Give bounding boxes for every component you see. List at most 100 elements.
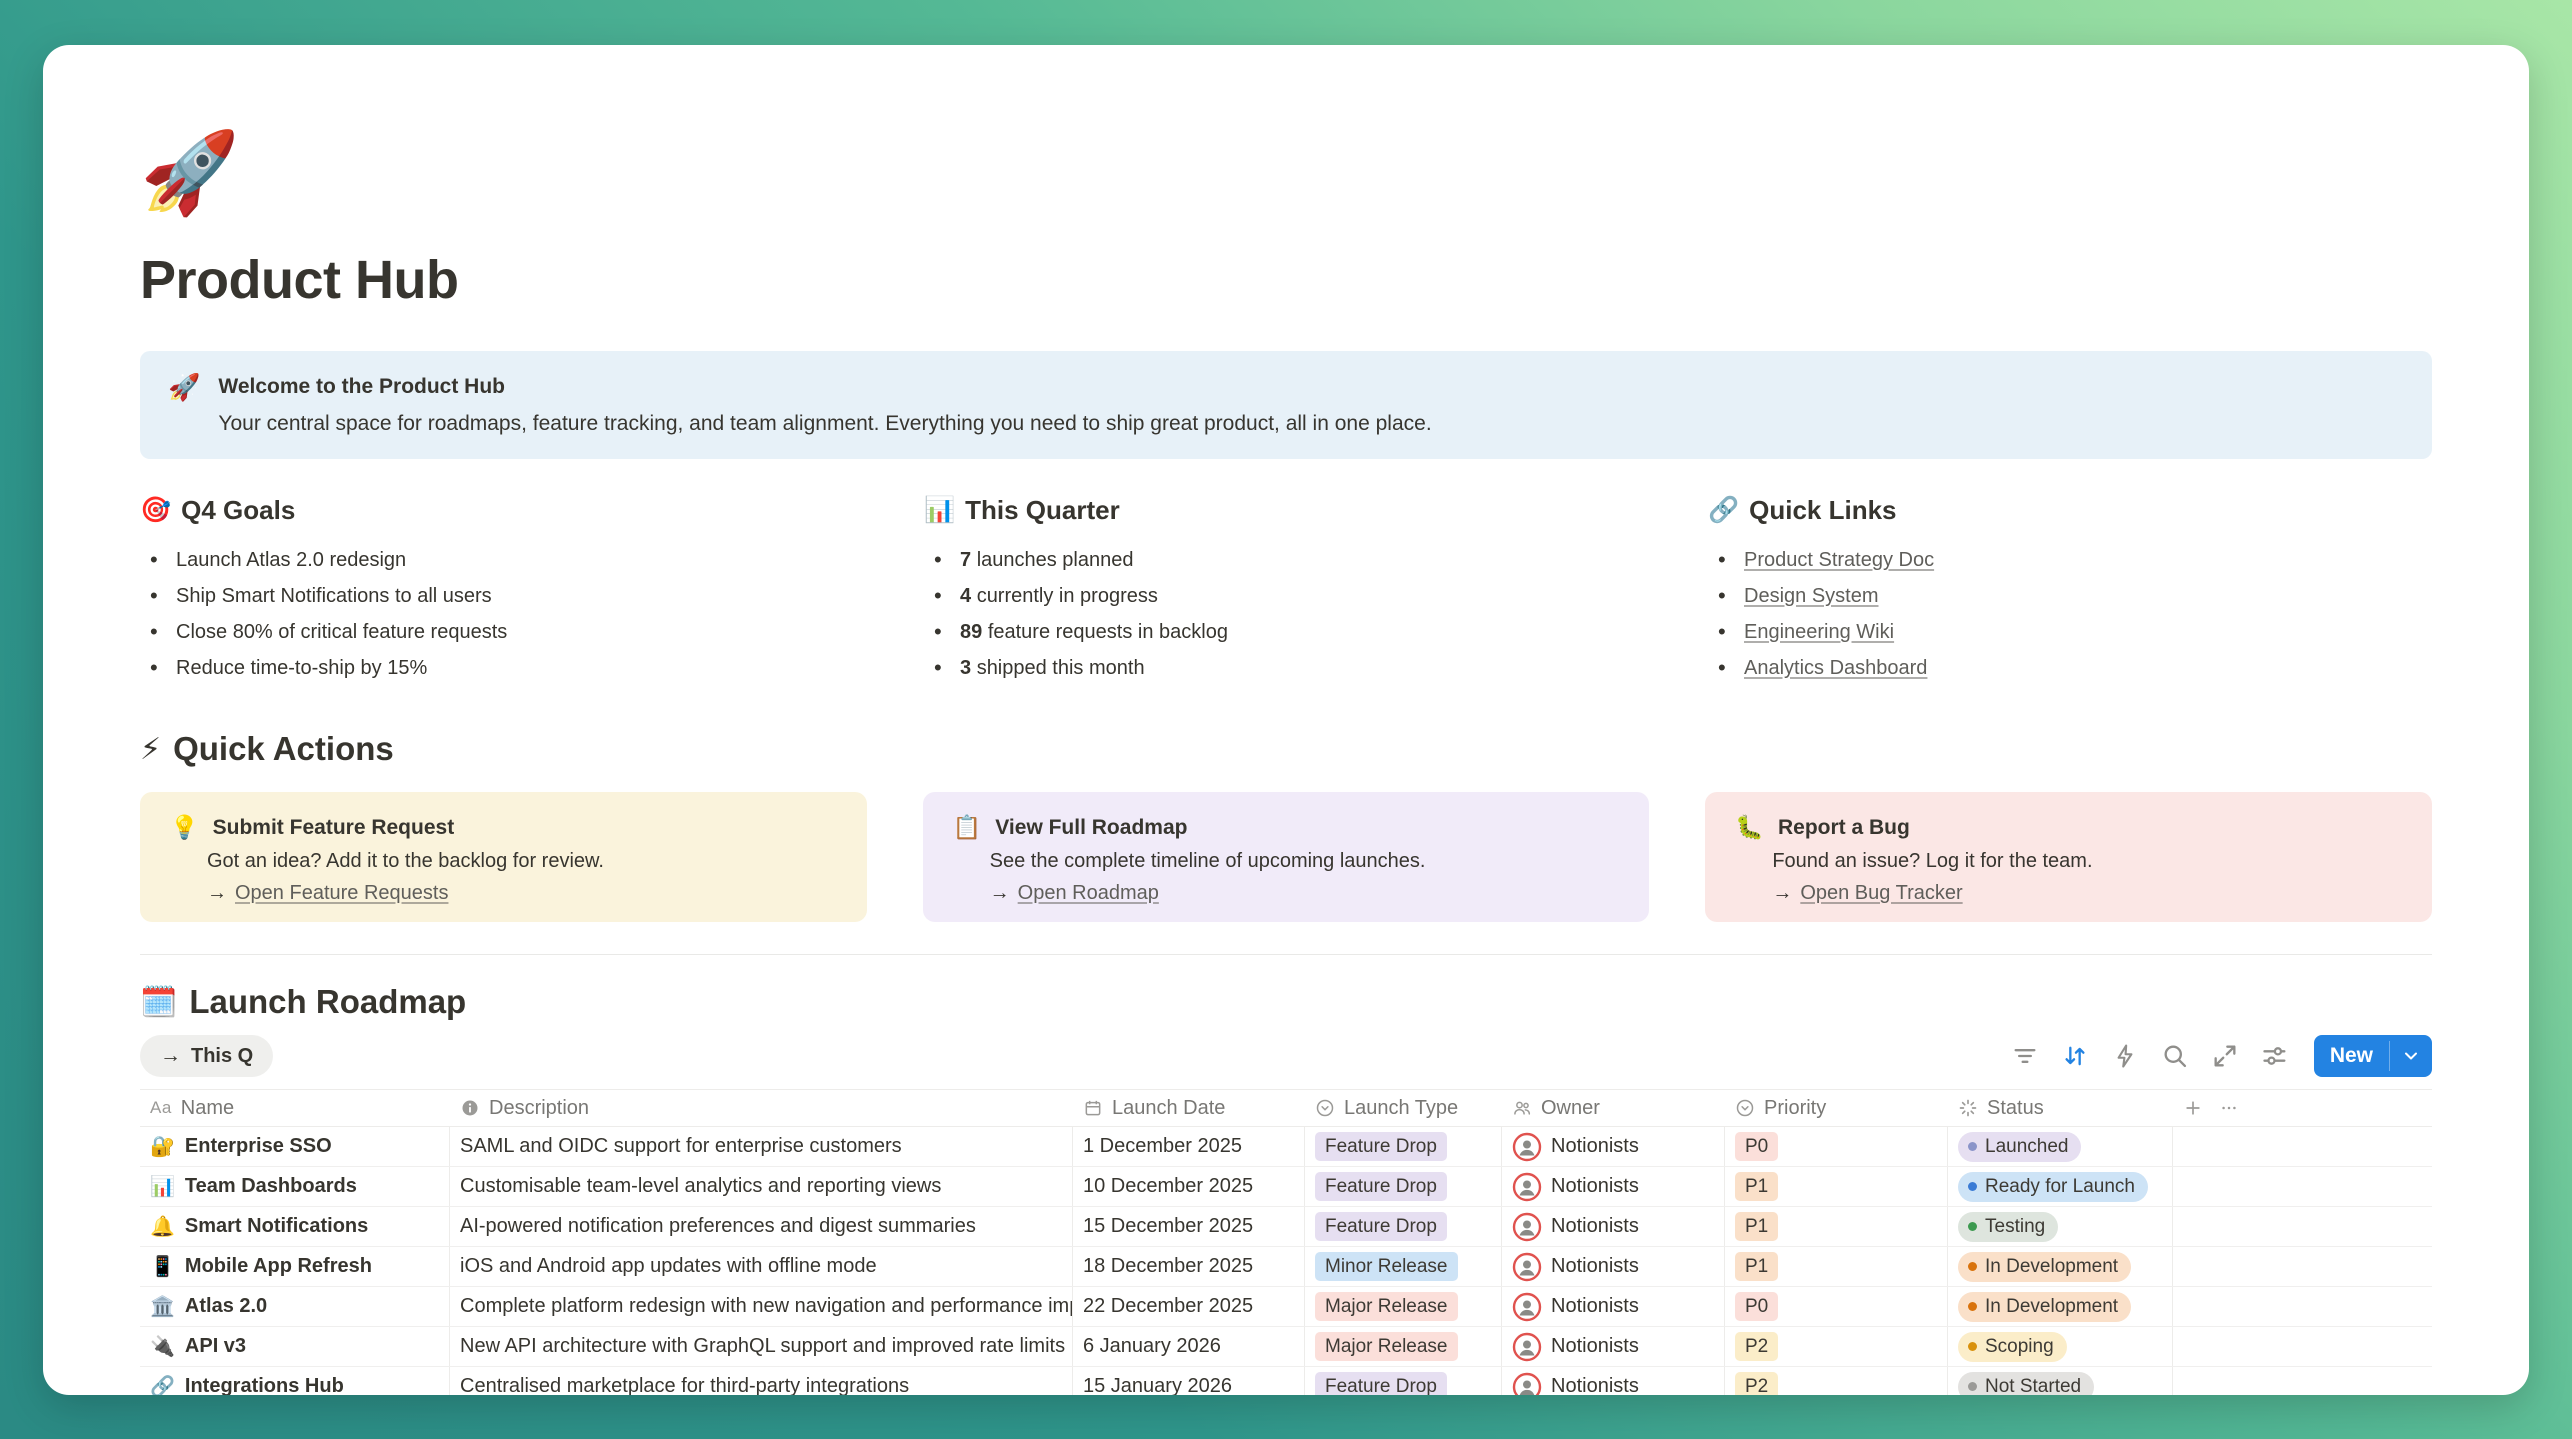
launch-type-cell[interactable]: Feature Drop: [1305, 1367, 1502, 1395]
status-badge: Testing: [1958, 1211, 2059, 1242]
column-header-launch-type[interactable]: Launch Type: [1305, 1090, 1502, 1126]
priority-cell[interactable]: P0: [1725, 1287, 1948, 1326]
search-icon[interactable]: [2160, 1041, 2190, 1071]
description-cell[interactable]: AI-powered notification preferences and …: [450, 1207, 1073, 1246]
bar-chart-icon: 📊: [924, 496, 956, 524]
launch-date-cell[interactable]: 1 December 2025: [1073, 1127, 1305, 1166]
description-cell[interactable]: Customisable team-level analytics and re…: [450, 1167, 1073, 1206]
chevron-down-icon[interactable]: [2390, 1035, 2432, 1077]
name-cell[interactable]: 🔗 Integrations Hub: [140, 1367, 450, 1395]
view-tab-this-q[interactable]: → This Q: [140, 1035, 274, 1077]
quick-link-design-system[interactable]: Design System: [1744, 585, 1879, 607]
launch-date-cell[interactable]: 10 December 2025: [1073, 1167, 1305, 1206]
name-cell[interactable]: 📱 Mobile App Refresh: [140, 1247, 450, 1286]
column-header-priority[interactable]: Priority: [1725, 1090, 1948, 1126]
launch-type-cell[interactable]: Feature Drop: [1305, 1167, 1502, 1206]
priority-cell[interactable]: P0: [1725, 1127, 1948, 1166]
table-row[interactable]: 📱 Mobile App Refresh iOS and Android app …: [140, 1247, 2432, 1287]
description-cell[interactable]: iOS and Android app updates with offline…: [450, 1247, 1073, 1286]
table-row[interactable]: 🔗 Integrations Hub Centralised marketplac…: [140, 1367, 2432, 1395]
name-cell[interactable]: 🔐 Enterprise SSO: [140, 1127, 450, 1166]
status-cell[interactable]: Testing: [1948, 1207, 2173, 1246]
launch-type-cell[interactable]: Feature Drop: [1305, 1127, 1502, 1166]
launch-type-cell[interactable]: Major Release: [1305, 1327, 1502, 1366]
priority-tag: P0: [1735, 1131, 1779, 1162]
open-bug-tracker-link[interactable]: Open Bug Tracker: [1800, 882, 1963, 904]
filter-icon[interactable]: [2010, 1041, 2040, 1071]
priority-cell[interactable]: P1: [1725, 1207, 1948, 1246]
status-icon: [1959, 1099, 1977, 1117]
name-cell[interactable]: 🏛️ Atlas 2.0: [140, 1287, 450, 1326]
status-cell[interactable]: Launched: [1948, 1127, 2173, 1166]
launch-date-cell[interactable]: 18 December 2025: [1073, 1247, 1305, 1286]
goal-item: Close 80% of critical feature requests: [140, 614, 864, 650]
owner-cell[interactable]: Notionists: [1502, 1207, 1725, 1246]
owner-cell[interactable]: Notionists: [1502, 1367, 1725, 1395]
owner-cell[interactable]: Notionists: [1502, 1327, 1725, 1366]
table-row[interactable]: 🔌 API v3 New API architecture with GraphQ…: [140, 1327, 2432, 1367]
dots-icon[interactable]: [2219, 1098, 2239, 1118]
launch-date-cell[interactable]: 22 December 2025: [1073, 1287, 1305, 1326]
quick-link-product-strategy[interactable]: Product Strategy Doc: [1744, 549, 1935, 571]
column-header-name[interactable]: Aa Name: [150, 1096, 235, 1119]
name-cell[interactable]: 📊 Team Dashboards: [140, 1167, 450, 1206]
description-cell[interactable]: SAML and OIDC support for enterprise cus…: [450, 1127, 1073, 1166]
status-cell[interactable]: Ready for Launch: [1948, 1167, 2173, 1206]
launch-type-tag: Feature Drop: [1315, 1171, 1447, 1202]
column-header-owner[interactable]: Owner: [1502, 1090, 1725, 1126]
column-header-launch-date[interactable]: Launch Date: [1073, 1090, 1305, 1126]
priority-cell[interactable]: P2: [1725, 1327, 1948, 1366]
quarter-stat: 4 currently in progress: [924, 578, 1648, 614]
sort-icon[interactable]: [2060, 1041, 2090, 1071]
launch-date-cell[interactable]: 15 January 2026: [1073, 1367, 1305, 1395]
goal-item: Reduce time-to-ship by 15%: [140, 650, 864, 686]
automations-icon[interactable]: [2110, 1041, 2140, 1071]
status-cell[interactable]: Scoping: [1948, 1327, 2173, 1366]
view-settings-icon[interactable]: [2260, 1041, 2290, 1071]
status-cell[interactable]: In Development: [1948, 1247, 2173, 1286]
status-cell[interactable]: In Development: [1948, 1287, 2173, 1326]
owner-cell[interactable]: Notionists: [1502, 1127, 1725, 1166]
column-header-description[interactable]: Description: [450, 1090, 1073, 1126]
launch-date-cell[interactable]: 15 December 2025: [1073, 1207, 1305, 1246]
priority-cell[interactable]: P1: [1725, 1247, 1948, 1286]
launch-type-cell[interactable]: Minor Release: [1305, 1247, 1502, 1286]
priority-cell[interactable]: P2: [1725, 1367, 1948, 1395]
name-cell[interactable]: 🔔 Smart Notifications: [140, 1207, 450, 1246]
launch-type-tag: Minor Release: [1315, 1251, 1458, 1282]
quick-link-analytics-dashboard[interactable]: Analytics Dashboard: [1744, 657, 1928, 679]
description-cell[interactable]: New API architecture with GraphQL suppor…: [450, 1327, 1073, 1366]
quick-links-section: 🔗 Quick Links Product Strategy Doc Desig…: [1708, 495, 2432, 686]
table-row[interactable]: 🔔 Smart Notifications AI-powered notifica…: [140, 1207, 2432, 1247]
launch-type-cell[interactable]: Feature Drop: [1305, 1207, 1502, 1246]
status-badge: Not Started: [1958, 1371, 2095, 1395]
plus-icon[interactable]: [2183, 1098, 2203, 1118]
table-row[interactable]: 🔐 Enterprise SSO SAML and OIDC support fo…: [140, 1127, 2432, 1167]
launch-type-cell[interactable]: Major Release: [1305, 1287, 1502, 1326]
page-emoji-icon[interactable]: 🚀: [140, 128, 240, 217]
launch-type-tag: Feature Drop: [1315, 1371, 1447, 1395]
new-button[interactable]: New: [2313, 1035, 2432, 1077]
launch-type-tag: Feature Drop: [1315, 1211, 1447, 1242]
owner-cell[interactable]: Notionists: [1502, 1167, 1725, 1206]
launch-date-cell[interactable]: 6 January 2026: [1073, 1327, 1305, 1366]
status-cell[interactable]: Not Started: [1948, 1367, 2173, 1395]
name-cell[interactable]: 🔌 API v3: [140, 1327, 450, 1366]
quick-link-engineering-wiki[interactable]: Engineering Wiki: [1744, 621, 1895, 643]
open-roadmap-link[interactable]: Open Roadmap: [1017, 882, 1159, 904]
priority-cell[interactable]: P1: [1725, 1167, 1948, 1206]
column-header-status[interactable]: Status: [1948, 1090, 2173, 1126]
owner-cell[interactable]: Notionists: [1502, 1247, 1725, 1286]
bar-chart-icon: 📊: [150, 1176, 175, 1198]
owner-cell[interactable]: Notionists: [1502, 1287, 1725, 1326]
classical-building-icon: 🏛️: [150, 1296, 175, 1318]
description-cell[interactable]: Complete platform redesign with new navi…: [450, 1287, 1073, 1326]
expand-icon[interactable]: [2210, 1041, 2240, 1071]
table-row[interactable]: 📊 Team Dashboards Customisable team-level…: [140, 1167, 2432, 1207]
people-icon: [1514, 1101, 1531, 1115]
description-cell[interactable]: Centralised marketplace for third-party …: [450, 1367, 1073, 1395]
open-feature-requests-link[interactable]: Open Feature Requests: [235, 882, 449, 904]
arrow-icon: →: [1772, 882, 1793, 904]
table-row[interactable]: 🏛️ Atlas 2.0 Complete platform redesign w…: [140, 1287, 2432, 1327]
feature-request-card: 💡 Submit Feature Request Got an idea? Ad…: [140, 792, 867, 922]
